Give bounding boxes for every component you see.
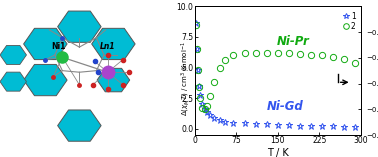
Legend: 1, 2: 1, 2: [342, 10, 357, 32]
1: [217, 119, 222, 121]
2: [276, 52, 280, 54]
2: [242, 53, 247, 54]
2: [198, 97, 203, 99]
2: [200, 107, 205, 109]
1: [342, 126, 347, 128]
2: [265, 52, 269, 54]
1: [242, 122, 247, 124]
1: [265, 123, 269, 125]
1: [223, 121, 228, 122]
2: [353, 62, 358, 64]
2: [202, 108, 207, 110]
Line: 2: 2: [193, 22, 359, 112]
2: [212, 81, 216, 83]
2: [253, 52, 258, 54]
1: [276, 124, 280, 126]
1: [212, 118, 216, 119]
Polygon shape: [57, 110, 101, 141]
Polygon shape: [0, 45, 26, 65]
2: [195, 48, 199, 50]
Line: 1: 1: [193, 20, 359, 130]
Text: Ni-Pr: Ni-Pr: [277, 35, 310, 48]
1: [253, 123, 258, 125]
2: [320, 54, 324, 56]
2: [331, 56, 336, 57]
1: [200, 103, 205, 105]
1: [287, 124, 291, 126]
1: [195, 48, 199, 50]
Polygon shape: [23, 64, 67, 96]
2: [217, 67, 222, 68]
Text: Ni1: Ni1: [51, 42, 65, 51]
1: [320, 125, 324, 127]
2: [223, 59, 228, 61]
1: [298, 125, 302, 127]
2: [309, 54, 313, 56]
2: [287, 53, 291, 54]
1: [331, 125, 336, 127]
2: [204, 105, 209, 107]
1: [197, 85, 201, 87]
1: [196, 69, 200, 71]
Text: Ni-Gd: Ni-Gd: [267, 100, 304, 114]
Polygon shape: [0, 72, 26, 91]
X-axis label: T / K: T / K: [267, 148, 289, 157]
Polygon shape: [23, 28, 67, 60]
Polygon shape: [57, 11, 101, 42]
2: [197, 86, 201, 88]
1: [309, 125, 313, 127]
2: [196, 69, 200, 71]
2: [298, 53, 302, 55]
2: [208, 95, 212, 97]
Text: $\Delta(\chi_M T)$ / cm$^3$ K mol$^{-1}$: $\Delta(\chi_M T)$ / cm$^3$ K mol$^{-1}$: [180, 41, 192, 116]
Polygon shape: [97, 68, 130, 92]
1: [208, 114, 212, 116]
1: [198, 94, 203, 95]
1: [194, 22, 198, 24]
Text: Ln1: Ln1: [100, 42, 116, 51]
1: [231, 122, 236, 124]
Polygon shape: [91, 28, 135, 60]
2: [231, 54, 236, 56]
2: [342, 58, 347, 60]
1: [202, 108, 207, 110]
1: [204, 111, 209, 113]
2: [194, 24, 198, 26]
1: [353, 126, 358, 128]
